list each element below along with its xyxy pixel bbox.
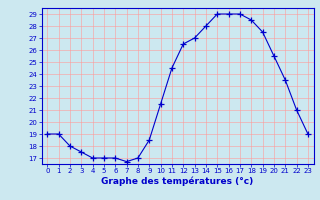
- X-axis label: Graphe des températures (°c): Graphe des températures (°c): [101, 177, 254, 186]
